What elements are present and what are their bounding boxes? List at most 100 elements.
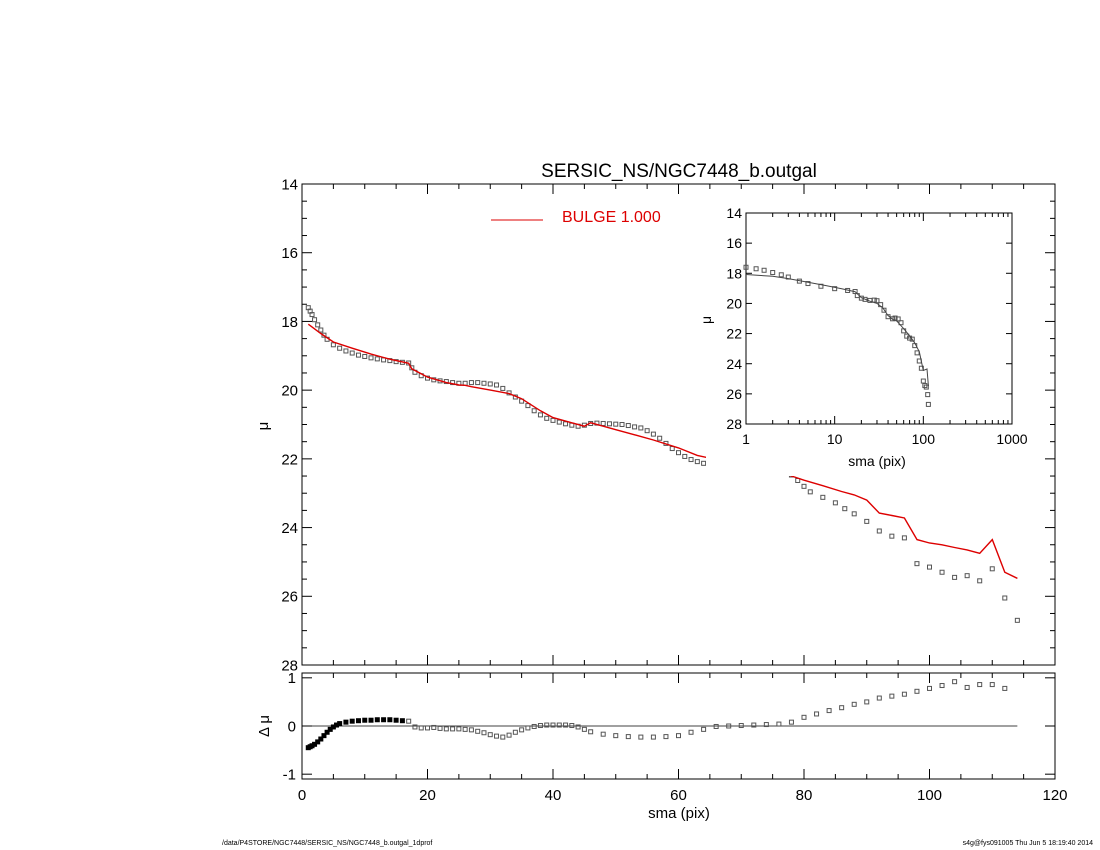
main-y-tick-label: 20 — [281, 383, 298, 400]
residual-x-tick-label: 120 — [1042, 787, 1067, 804]
main-data-point — [312, 317, 318, 323]
inset-data-point — [918, 365, 924, 371]
residual-point — [550, 722, 556, 728]
main-data-point — [694, 459, 700, 465]
residual-point — [475, 728, 481, 734]
chart-title: SERSIC_NS/NGC7448_b.outgal — [541, 161, 817, 182]
inset-y-tick-label: 26 — [726, 386, 742, 402]
main-data-point — [842, 506, 848, 512]
residual-point — [456, 726, 462, 732]
residual-point — [487, 732, 493, 738]
main-data-point — [315, 322, 321, 328]
main-data-point — [889, 533, 895, 539]
inset-data-point — [923, 384, 929, 390]
residual-point — [406, 718, 412, 724]
inset-plot-frame — [745, 212, 1013, 425]
residual-x-tick-label: 0 — [298, 787, 306, 804]
residual-point — [901, 691, 907, 697]
inset-data-point — [743, 264, 749, 270]
residual-y-tick-label: -1 — [283, 767, 296, 784]
residual-point — [713, 723, 719, 729]
residual-point — [321, 733, 327, 739]
inset-x-tick-label: 10 — [827, 431, 843, 447]
main-data-point — [914, 561, 920, 567]
residual-point — [851, 701, 857, 707]
residual-point — [519, 727, 525, 733]
main-data-point — [500, 385, 506, 391]
residual-point — [450, 726, 456, 732]
residual-point — [399, 718, 405, 724]
inset-data-point — [778, 272, 784, 278]
residual-point — [788, 719, 794, 725]
inset-y-tick-label: 28 — [726, 416, 742, 432]
main-data-point — [644, 428, 650, 434]
main-data-point — [1014, 617, 1020, 623]
residual-point — [952, 679, 958, 685]
inset-data-point — [805, 281, 811, 287]
residual-point — [443, 726, 449, 732]
residual-point — [663, 734, 669, 740]
main-data-point — [309, 312, 315, 318]
residual-point — [494, 733, 500, 739]
inset-data-point — [925, 401, 931, 407]
main-data-point — [468, 380, 474, 386]
main-y-tick-label: 24 — [281, 520, 298, 537]
main-data-point — [619, 422, 625, 427]
inset-data-point — [920, 378, 926, 384]
residual-point — [575, 724, 581, 730]
residual-point — [368, 717, 374, 723]
residual-point — [337, 721, 343, 727]
main-data-point — [343, 348, 349, 354]
main-data-point — [701, 460, 707, 466]
footer-file-path: /data/P4STORE/NGC7448/SERSIC_NS/NGC7448_… — [222, 840, 433, 847]
residual-point — [763, 722, 769, 728]
residual-point — [939, 683, 945, 689]
residual-point — [537, 723, 543, 729]
residual-point — [650, 734, 656, 740]
inset-data-point — [925, 392, 931, 398]
main-data-point — [964, 573, 970, 579]
residual-point — [500, 734, 506, 740]
main-data-point — [876, 528, 882, 534]
residual-point — [381, 717, 387, 723]
residual-point — [544, 722, 550, 728]
residual-point — [688, 729, 694, 735]
main-data-point — [544, 415, 550, 421]
main-data-point — [688, 457, 694, 463]
residual-point — [318, 736, 324, 742]
residual-point — [701, 726, 707, 732]
inset-x-axis-label: sma (pix) — [848, 453, 906, 469]
main-data-point — [669, 446, 675, 452]
main-y-axis-label: μ — [255, 422, 272, 431]
residual-x-tick-label: 40 — [545, 787, 562, 804]
inset-data-point — [909, 336, 915, 342]
main-data-point — [337, 345, 343, 351]
inset-data-point — [898, 320, 904, 326]
residual-point — [638, 734, 644, 740]
inset-y-axis-label: μ — [698, 316, 714, 324]
residual-point — [468, 727, 474, 733]
main-data-point — [450, 380, 456, 386]
main-data-point — [537, 412, 543, 418]
residual-point — [814, 711, 820, 717]
residual-point — [462, 726, 468, 732]
residual-x-tick-label: 80 — [796, 787, 813, 804]
footer-timestamp: s4g@fys091005 Thu Jun 5 18:19:40 2014 — [962, 840, 1093, 847]
main-data-point — [625, 423, 631, 429]
residual-point — [676, 733, 681, 739]
main-data-point — [355, 352, 361, 358]
inset-x-tick-label: 1000 — [996, 431, 1027, 447]
main-data-point — [657, 435, 663, 441]
residual-point — [355, 718, 361, 724]
residual-point — [387, 717, 393, 723]
residual-point — [418, 725, 424, 731]
main-data-point — [650, 431, 656, 437]
main-data-point — [676, 450, 681, 456]
residual-x-tick-label: 60 — [670, 787, 687, 804]
main-data-point — [349, 350, 355, 356]
residual-point — [839, 705, 845, 711]
main-data-point — [632, 424, 638, 430]
inset-y-tick-label: 20 — [726, 295, 742, 311]
